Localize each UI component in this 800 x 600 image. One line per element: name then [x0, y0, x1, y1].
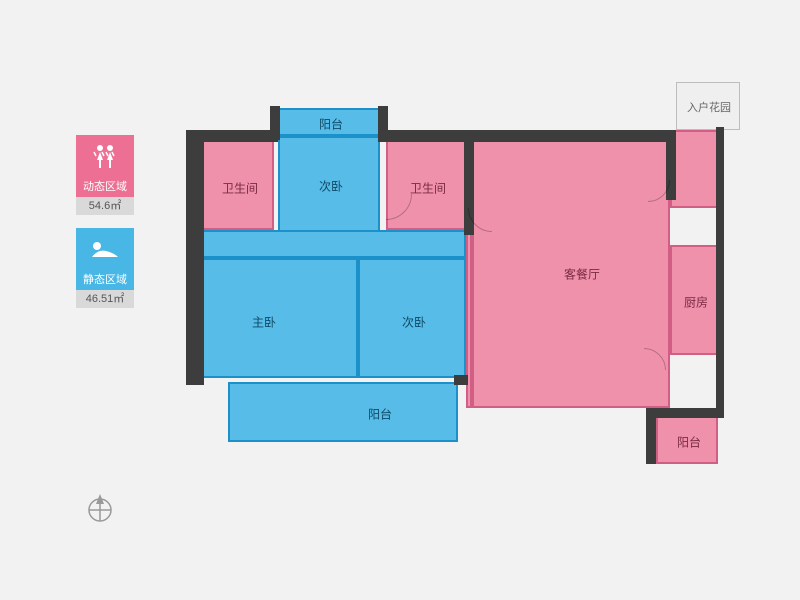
stage: 动态区域 54.6㎡ 静态区域 46.51㎡ 入户花园阳台次卧卫生间卫生间主卧次…: [0, 0, 800, 600]
bathroom-1: 卫生间: [202, 140, 274, 230]
wall-10: [646, 408, 656, 464]
legend-dynamic: 动态区域 54.6㎡: [76, 135, 134, 215]
living-dining-label: 客餐厅: [564, 266, 600, 283]
balcony-right-label: 阳台: [677, 434, 701, 451]
secondary-bedroom-1-label: 次卧: [319, 178, 343, 195]
master-bedroom: 主卧: [202, 258, 358, 378]
entrance-garden: 入户花园: [676, 82, 740, 130]
kitchen: 厨房: [670, 245, 718, 355]
entry-strip: [670, 130, 718, 208]
secondary-bedroom-2: 次卧: [358, 258, 466, 378]
wall-12: [454, 375, 468, 385]
wall-1: [186, 130, 278, 142]
balcony-top: 阳台: [278, 108, 380, 136]
wall-4: [378, 130, 474, 142]
legend-dynamic-title: 动态区域: [76, 177, 134, 197]
balcony-top-label: 阳台: [319, 116, 343, 133]
balcony-bottom: 阳台: [228, 382, 458, 442]
legend-static-value: 46.51㎡: [76, 290, 134, 308]
legend-dynamic-value: 54.6㎡: [76, 197, 134, 215]
master-bedroom-label: 主卧: [252, 314, 276, 331]
legend-static-title: 静态区域: [76, 270, 134, 290]
wall-8: [716, 127, 724, 415]
secondary-bedroom-1: 次卧: [278, 136, 380, 232]
living-dining: 客餐厅: [472, 140, 670, 408]
people-icon: [76, 135, 134, 177]
wall-0: [186, 130, 204, 383]
rest-icon: [76, 228, 134, 270]
kitchen-label: 厨房: [684, 294, 708, 311]
compass-icon: [82, 490, 118, 526]
balcony-bottom-label: 阳台: [368, 406, 392, 423]
wall-2: [270, 106, 280, 140]
wall-6: [474, 130, 676, 142]
wall-11: [186, 375, 204, 385]
secondary-bedroom-2-label: 次卧: [402, 314, 426, 331]
balcony-right: 阳台: [656, 416, 718, 464]
bathroom-1-label: 卫生间: [222, 180, 258, 197]
bathroom-2-label: 卫生间: [410, 180, 446, 197]
wall-9: [646, 408, 724, 418]
hall-top: [202, 230, 466, 258]
entrance-garden-label: 入户花园: [687, 99, 731, 115]
legend-static: 静态区域 46.51㎡: [76, 228, 134, 308]
